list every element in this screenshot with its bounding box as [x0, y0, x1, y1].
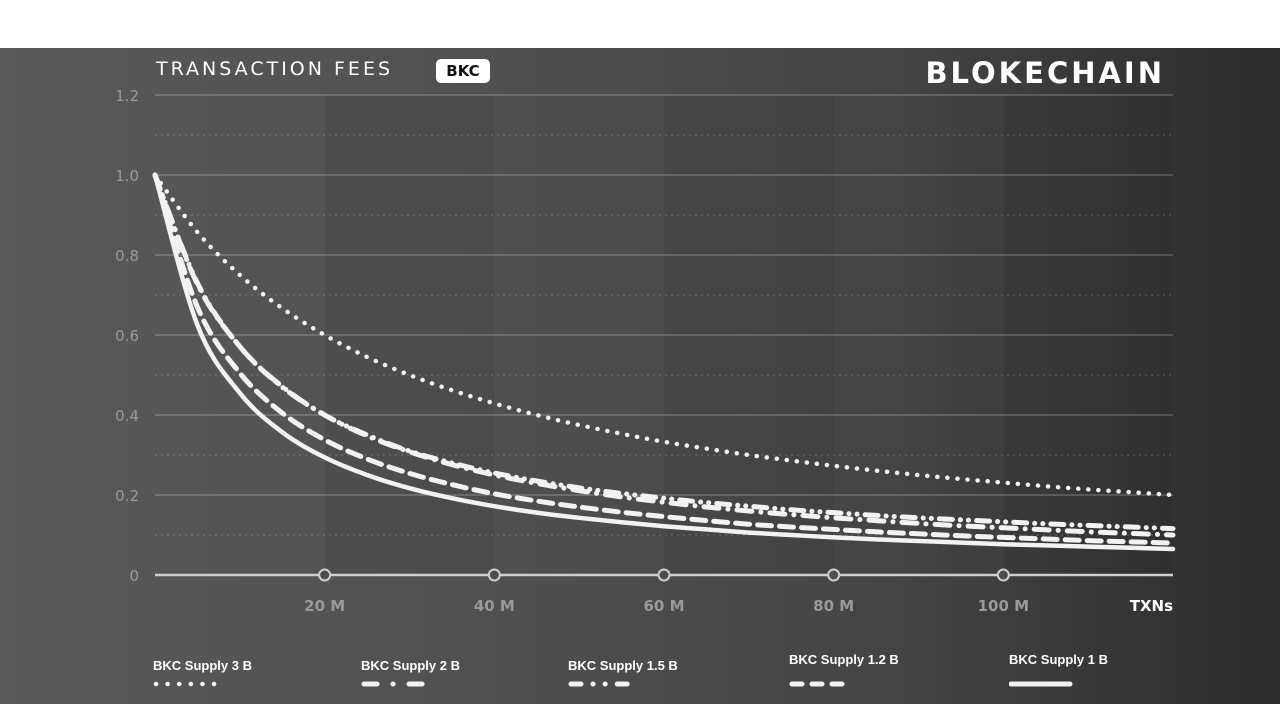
- ticker-badge: BKC: [436, 59, 490, 83]
- legend-label: BKC Supply 3 B: [153, 658, 252, 673]
- x-tick-label: 40 M: [474, 597, 515, 615]
- column-band: [324, 95, 495, 575]
- legend-swatch-dotted: [153, 681, 220, 687]
- legend-item-supply-1-2b: BKC Supply 1.2 B: [789, 652, 899, 689]
- legend-swatch-dash-dot: [361, 681, 426, 687]
- column-band: [1003, 95, 1173, 575]
- y-tick-label: 0: [129, 567, 139, 585]
- y-axis-ticks: 0 0.2 0.4 0.6 0.8 1.0 1.2: [115, 87, 139, 585]
- x-tick-marker: [657, 568, 671, 582]
- legend-label: BKC Supply 1.5 B: [568, 658, 678, 673]
- legend-swatch-dashed: [789, 681, 852, 687]
- legend-label: BKC Supply 1 B: [1009, 652, 1108, 667]
- chart-title: TRANSACTION FEES: [156, 58, 394, 80]
- legend-item-supply-2b: BKC Supply 2 B: [361, 658, 460, 689]
- legend-swatch-solid: [1009, 681, 1073, 687]
- legend-item-supply-3b: BKC Supply 3 B: [153, 658, 252, 689]
- x-axis: 20 M 40 M 60 M 80 M 100 M TXNs: [155, 568, 1173, 615]
- column-bands: [324, 95, 1173, 575]
- legend-swatch-dash-dot-dot: [568, 681, 633, 687]
- gridlines: [155, 94, 1173, 536]
- y-tick-label: 0.2: [115, 487, 139, 505]
- y-tick-label: 1.2: [115, 87, 139, 105]
- legend-label: BKC Supply 1.2 B: [789, 652, 899, 667]
- series-line-dash-dot-dot: [152, 172, 1176, 532]
- x-tick-label: 20 M: [304, 597, 345, 615]
- y-tick-label: 0.4: [115, 407, 139, 425]
- series-line-dashed: [152, 172, 1176, 546]
- series-lines: [152, 172, 1176, 552]
- x-tick-marker: [996, 568, 1010, 582]
- x-tick-marker: [318, 568, 332, 582]
- x-tick-label: 80 M: [813, 597, 854, 615]
- x-tick-label: 60 M: [643, 597, 684, 615]
- x-tick-marker: [827, 568, 841, 582]
- y-tick-label: 0.8: [115, 247, 139, 265]
- y-tick-label: 1.0: [115, 167, 139, 185]
- legend-item-supply-1-5b: BKC Supply 1.5 B: [568, 658, 678, 689]
- x-tick-label: 100 M: [978, 597, 1029, 615]
- x-axis-label: TXNs: [1130, 597, 1173, 615]
- column-band: [664, 95, 834, 575]
- series-line-solid: [152, 172, 1176, 552]
- legend-item-supply-1b: BKC Supply 1 B: [1009, 652, 1108, 689]
- chart-panel: 0 0.2 0.4 0.6 0.8 1.0 1.2 20 M 40 M 60 M 80 M 100 …: [0, 48, 1280, 704]
- y-tick-label: 0.6: [115, 327, 139, 345]
- legend-label: BKC Supply 2 B: [361, 658, 460, 673]
- fee-curve-chart: 0 0.2 0.4 0.6 0.8 1.0 1.2 20 M 40 M 60 M 80 M 100 …: [115, 87, 1176, 615]
- brand-logo: BLOKECHAIN: [925, 56, 1165, 90]
- x-tick-marker: [487, 568, 501, 582]
